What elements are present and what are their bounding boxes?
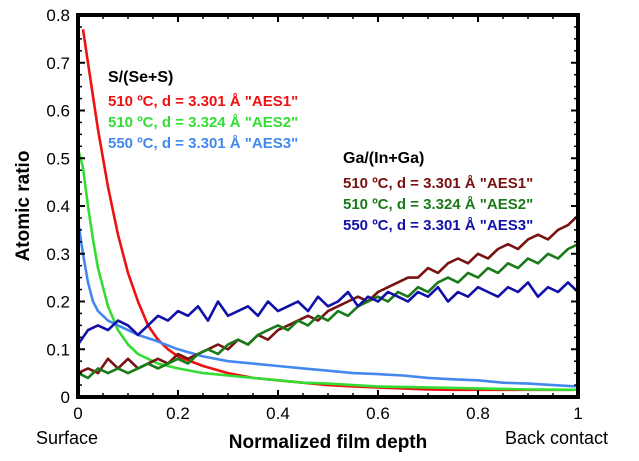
series-line-4 (77, 214, 579, 375)
x-end-label-surface: Surface (36, 428, 98, 448)
x-tick-label: 0.8 (466, 404, 490, 423)
y-tick-label: 0.2 (46, 293, 70, 312)
series-line-2 (76, 148, 579, 392)
x-tick-label: 0.6 (366, 404, 390, 423)
x-tick-label: 0.4 (266, 404, 290, 423)
legend-gallium-aes3: 550 ºC, d = 3.301 Å "AES3" (343, 217, 533, 234)
x-tick-label: 0 (73, 404, 82, 423)
x-end-label-back-contact: Back contact (505, 428, 608, 448)
ticks-layer: 0 0.1 0.2 0.3 0.4 0.5 0.6 0.7 0.8 0 0.2 0.4 0.6 0.8 1 (46, 6, 582, 423)
y-tick-label: 0.5 (46, 149, 70, 168)
legend-gallium: Ga/(In+Ga) 510 ºC, d = 3.301 Å "AES1" 51… (343, 150, 533, 234)
y-tick-label: 0 (61, 388, 70, 407)
series-layer (76, 29, 579, 392)
legend-sulfur: S/(Se+S) 510 ºC, d = 3.301 Å "AES1" 510 … (108, 69, 298, 152)
y-tick-label: 0.7 (46, 54, 70, 73)
y-axis-title: Atomic ratio (13, 151, 34, 262)
legend-sulfur-aes2: 510 ºC, d = 3.324 Å "AES2" (108, 114, 298, 131)
x-tick-label: 1 (573, 404, 582, 423)
legend-sulfur-aes3: 550 ºC, d = 3.301 Å "AES3" (108, 135, 298, 152)
y-tick-label: 0.6 (46, 102, 70, 121)
x-tick-label: 0.2 (166, 404, 190, 423)
series-line-6 (76, 281, 579, 346)
legend-gallium-aes1: 510 ºC, d = 3.301 Å "AES1" (343, 175, 533, 192)
legend-sulfur-aes1: 510 ºC, d = 3.301 Å "AES1" (108, 93, 298, 110)
y-tick-label: 0.4 (46, 197, 70, 216)
series-line-3 (76, 220, 579, 388)
x-axis-title: Normalized film depth (229, 432, 427, 453)
y-tick-label: 0.1 (46, 340, 70, 359)
y-tick-label: 0.8 (46, 6, 70, 25)
y-tick-label: 0.3 (46, 245, 70, 264)
legend-gallium-aes2: 510 ºC, d = 3.324 Å "AES2" (343, 196, 533, 213)
series-line-5 (77, 243, 579, 380)
legend-sulfur-title: S/(Se+S) (108, 69, 173, 86)
legend-gallium-title: Ga/(In+Ga) (343, 150, 424, 167)
